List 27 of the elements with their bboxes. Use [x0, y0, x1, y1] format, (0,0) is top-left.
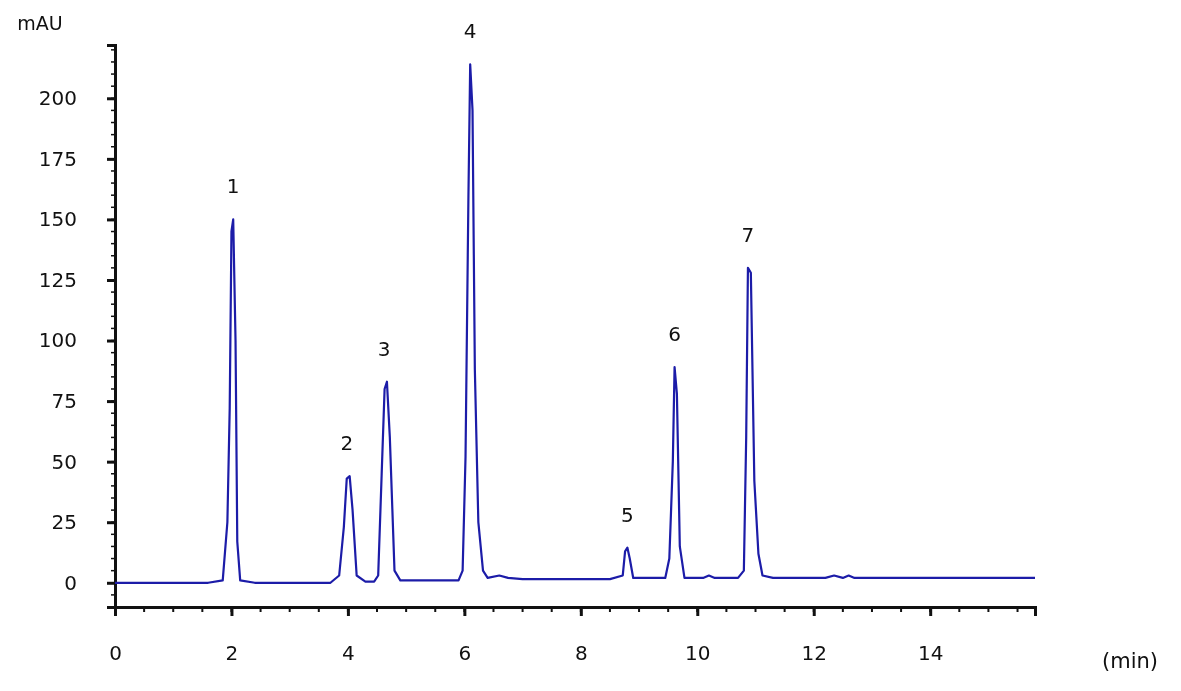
- annotation: 2: [340, 431, 354, 456]
- annotation: 5: [621, 502, 634, 527]
- y-tick-label: 25: [51, 510, 77, 535]
- annotation: 7: [741, 222, 755, 247]
- x-tick-label: 10: [685, 641, 711, 666]
- x-axis-title: (min): [1102, 649, 1158, 673]
- y-tick-label: 200: [38, 86, 77, 111]
- y-tick-label: 75: [51, 388, 77, 413]
- x-tick-label: 6: [458, 641, 472, 666]
- y-tick-label: 100: [38, 328, 77, 353]
- y-tick-label: 175: [38, 146, 77, 171]
- y-axis-title: mAU: [17, 12, 63, 34]
- annotation: 4: [463, 19, 477, 44]
- x-tick-label: 8: [574, 641, 588, 666]
- y-tick-label: 125: [38, 267, 77, 292]
- y-tick-label: 0: [64, 570, 77, 595]
- annotation: 1: [226, 174, 240, 199]
- x-tick-label: 0: [109, 641, 122, 666]
- y-tick-label: 50: [51, 449, 77, 474]
- x-tick-label: 2: [225, 641, 239, 666]
- x-tick-label: 14: [917, 641, 944, 666]
- line-series: [113, 63, 1037, 584]
- annotation: 3: [377, 336, 391, 361]
- y-tick-label: 150: [38, 207, 77, 232]
- x-tick-label: 12: [801, 641, 827, 666]
- annotation: 6: [668, 322, 681, 347]
- x-tick-label: 4: [342, 641, 355, 666]
